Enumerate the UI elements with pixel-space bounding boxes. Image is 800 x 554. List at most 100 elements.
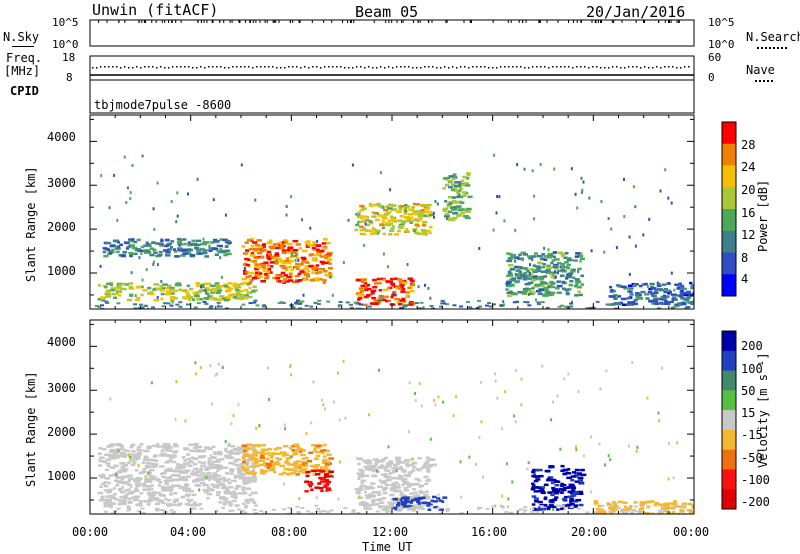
velocity-noise-cell bbox=[582, 454, 585, 458]
velocity-echo-cell bbox=[131, 496, 136, 499]
nsky-panel-frame bbox=[89, 19, 695, 47]
velocity-echo-cell bbox=[560, 484, 564, 487]
velocity-echo-cell bbox=[207, 447, 213, 451]
velocity-echo-cell bbox=[380, 466, 384, 469]
power-echo-cell bbox=[283, 260, 290, 263]
power-noise-cell bbox=[347, 218, 350, 222]
nave-dot bbox=[156, 67, 158, 69]
nave-dot bbox=[108, 66, 110, 68]
vel-cb-tick-m200: -200 bbox=[741, 495, 770, 509]
velocity-echo-cell bbox=[391, 482, 396, 485]
velocity-ground-cell bbox=[418, 504, 423, 507]
velocity-echo-cell bbox=[571, 489, 576, 492]
power-echo-cell bbox=[355, 223, 360, 227]
power-echo-cell bbox=[192, 291, 198, 295]
velocity-echo-region-5 bbox=[530, 464, 587, 511]
power-ground-cell bbox=[670, 306, 675, 309]
velocity-echo-cell bbox=[250, 491, 255, 495]
power-noise-cell bbox=[224, 213, 227, 217]
power-echo-cell bbox=[381, 220, 385, 223]
power-echo-cell bbox=[461, 183, 466, 187]
velocity-echo-cell bbox=[406, 465, 410, 468]
power-echo-cell bbox=[412, 202, 416, 206]
velocity-ground-cell bbox=[616, 506, 621, 509]
velocity-ground-cell bbox=[675, 512, 680, 514]
velocity-echo-cell bbox=[304, 490, 309, 493]
power-echo-cell bbox=[182, 248, 189, 251]
power-echo-cell bbox=[395, 210, 402, 214]
power-echo-cell bbox=[454, 181, 460, 184]
power-echo-cell bbox=[214, 282, 220, 285]
power-ground-cell bbox=[133, 307, 138, 309]
power-echo-cell bbox=[389, 280, 393, 283]
velocity-echo-cell bbox=[108, 454, 113, 457]
power-echo-cell bbox=[225, 239, 231, 243]
nave-dot bbox=[312, 66, 314, 68]
velocity-echo-cell bbox=[411, 469, 416, 472]
velocity-echo-cell bbox=[122, 480, 128, 484]
velocity-echo-cell bbox=[305, 474, 310, 478]
power-echo-cell bbox=[165, 290, 172, 293]
nave-dot bbox=[96, 67, 98, 69]
velocity-noise-cell bbox=[672, 476, 675, 480]
power-echo-cell bbox=[390, 217, 395, 220]
power-echo-cell bbox=[564, 252, 569, 255]
power-echo-cell bbox=[400, 290, 406, 293]
power-echo-cell bbox=[165, 251, 171, 254]
power-echo-cell bbox=[400, 287, 406, 291]
velocity-echo-cell bbox=[233, 448, 238, 452]
velocity-echo-cell bbox=[315, 469, 320, 472]
nave-dot bbox=[596, 66, 598, 68]
velocity-noise-cell bbox=[194, 361, 197, 365]
velocity-ground-cell bbox=[561, 505, 566, 508]
velocity-noise-cell bbox=[284, 427, 287, 431]
power-echo-cell bbox=[451, 177, 456, 180]
velocity-echo-cell bbox=[164, 469, 169, 473]
power-echo-cell bbox=[177, 247, 183, 250]
power-echo-cell bbox=[114, 247, 121, 250]
velocity-echo-cell bbox=[275, 460, 280, 464]
velocity-echo-cell bbox=[392, 506, 398, 510]
power-echo-cell bbox=[428, 213, 435, 217]
velocity-echo-cell bbox=[367, 485, 373, 489]
nave-dot bbox=[424, 66, 426, 68]
power-echo-cell bbox=[307, 244, 314, 247]
velocity-echo-cell bbox=[258, 463, 265, 467]
velocity-echo-cell bbox=[207, 457, 212, 460]
velocity-echo-cell bbox=[234, 487, 239, 490]
velocity-echo-cell bbox=[537, 500, 543, 504]
power-ground-cell bbox=[484, 304, 489, 307]
velocity-echo-cell bbox=[109, 503, 114, 507]
velocity-noise-cell bbox=[567, 372, 570, 376]
velocity-echo-cell bbox=[119, 499, 125, 502]
velocity-ground-cell bbox=[126, 509, 131, 512]
power-echo-cell bbox=[225, 296, 232, 299]
velocity-echo-cell bbox=[564, 468, 569, 472]
velocity-echo-cell bbox=[207, 492, 213, 496]
velocity-echo-cell bbox=[216, 469, 220, 472]
velocity-echo-cell bbox=[218, 497, 223, 500]
velocity-echo-cell bbox=[208, 466, 213, 470]
velocity-ground-cell bbox=[252, 509, 257, 511]
velocity-echo-cell bbox=[242, 449, 247, 453]
velocity-echo-cell bbox=[207, 460, 212, 464]
power-echo-cell bbox=[400, 303, 405, 306]
velocity-noise-cell bbox=[323, 451, 326, 455]
velocity-ground-cell bbox=[315, 510, 320, 513]
nave-dot bbox=[148, 66, 150, 68]
power-noise-cell bbox=[406, 263, 409, 266]
power-echo-cell bbox=[399, 299, 405, 302]
power-ground-cell bbox=[402, 304, 407, 307]
velocity-echo-cell bbox=[679, 509, 683, 512]
power-echo-cell bbox=[195, 243, 201, 247]
velocity-echo-cell bbox=[428, 503, 433, 507]
nave-dot bbox=[308, 67, 310, 69]
velocity-echo-cell bbox=[404, 502, 410, 506]
velocity-echo-cell bbox=[550, 481, 555, 485]
power-echo-cell bbox=[254, 265, 260, 269]
velocity-echo-cell bbox=[537, 507, 544, 511]
power-echo-cell bbox=[528, 290, 535, 293]
velocity-echo-cell bbox=[224, 479, 229, 482]
power-echo-cell bbox=[186, 284, 191, 288]
